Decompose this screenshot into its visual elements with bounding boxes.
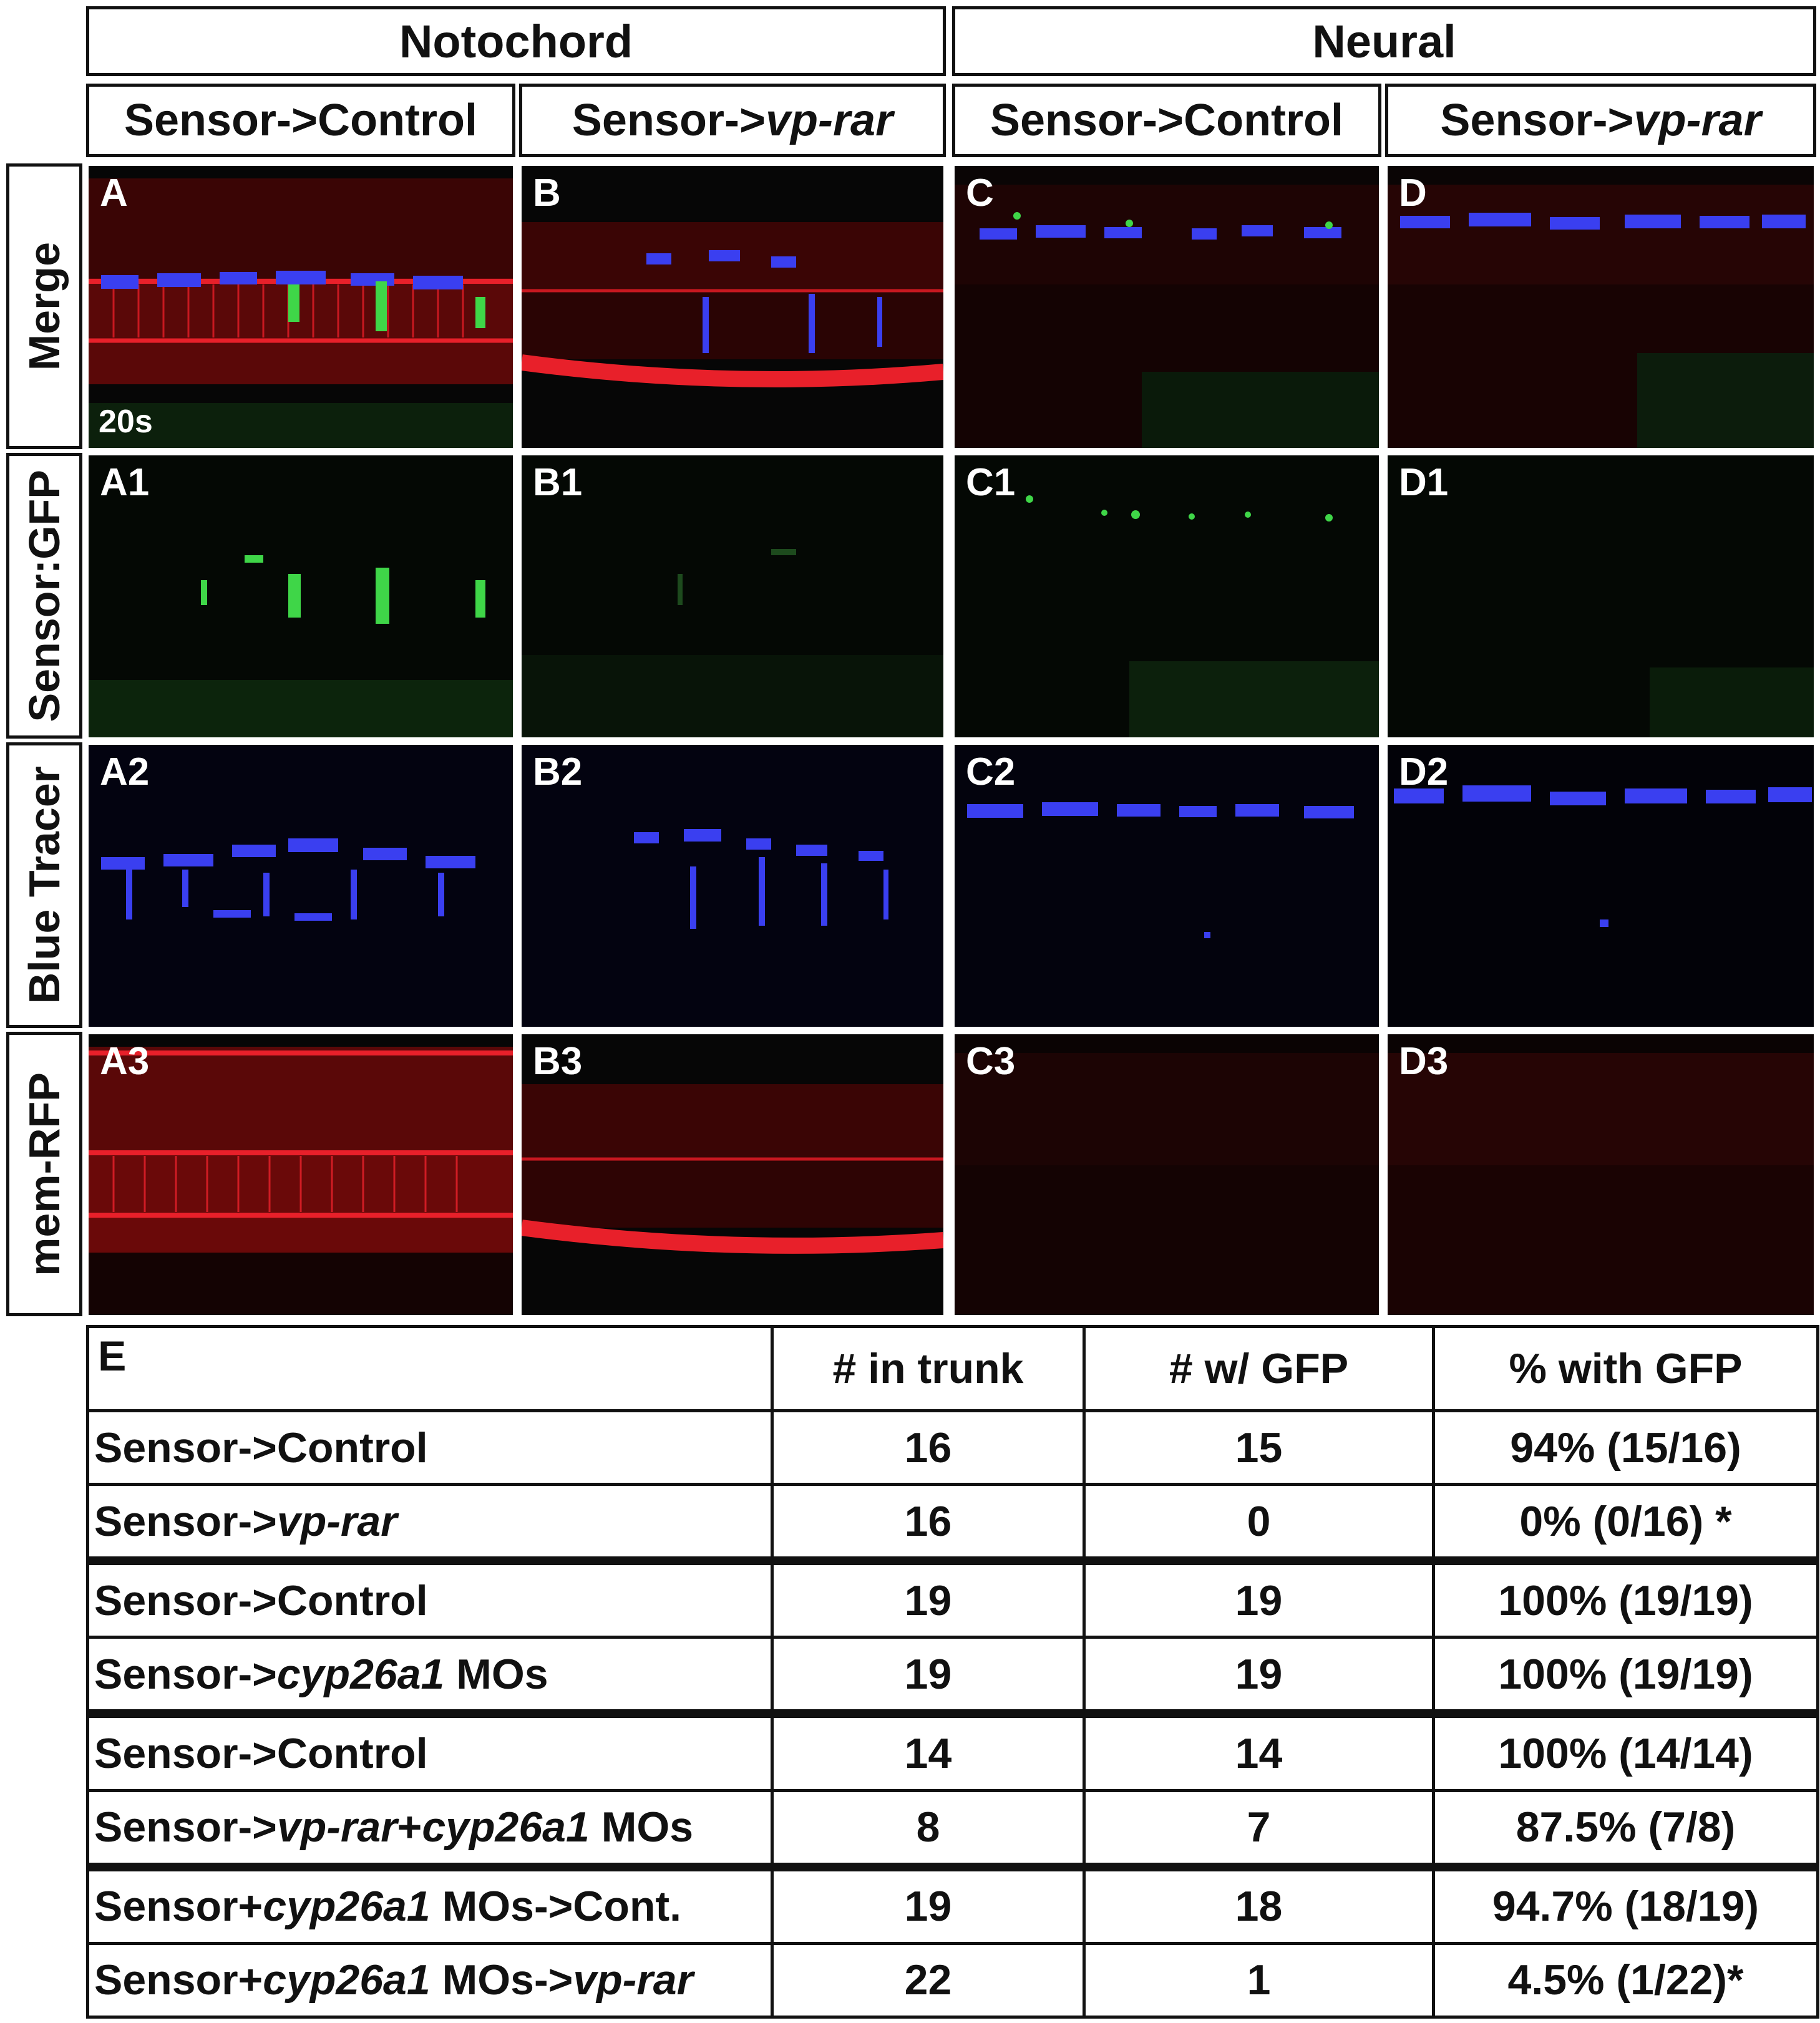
trunk-count-cell: 19 <box>771 1556 1086 1639</box>
panel-b1: B1 <box>522 455 943 737</box>
percent-gfp-cell: 100% (19/19) <box>1432 1556 1819 1639</box>
gfp-count-cell: 14 <box>1083 1709 1435 1792</box>
panel-d: D <box>1388 166 1814 448</box>
trunk-count-cell: 22 <box>771 1941 1086 2019</box>
panel-d3: D3 <box>1388 1034 1814 1315</box>
percent-gfp-cell: 100% (14/14) <box>1432 1709 1819 1792</box>
condition-cell: Sensor->vp-rar <box>86 1483 774 1563</box>
panel-c3-image <box>955 1034 1379 1315</box>
group-header-notochord: Notochord <box>86 6 946 76</box>
results-table: E # in trunk # w/ GFP % with GFP Sensor-… <box>86 1325 1819 2019</box>
gfp-count-cell: 18 <box>1083 1862 1435 1945</box>
table-row: Sensor->vp-rar+cyp26a1 MOs 8 7 87.5% (7/8) <box>86 1788 1819 1869</box>
panel-b3-image <box>522 1034 943 1315</box>
percent-gfp-cell: 0% (0/16) * <box>1432 1483 1819 1563</box>
column-header-c: Sensor-> Control <box>952 84 1381 157</box>
gfp-count-cell: 7 <box>1083 1788 1435 1869</box>
panel-b2: B2 <box>522 745 943 1027</box>
panel-a3: A3 <box>89 1034 513 1315</box>
panel-d3-image <box>1388 1034 1814 1315</box>
panel-a1: A1 <box>89 455 513 737</box>
table-row: Sensor+cyp26a1 MOs->Cont. 19 18 94.7% (18/1… <box>86 1862 1819 1945</box>
panel-a1-image <box>89 455 513 737</box>
gfp-count-cell: 1 <box>1083 1941 1435 2019</box>
column-header-d: Sensor-> vp-rar <box>1385 84 1816 157</box>
panel-d1: D1 <box>1388 455 1814 737</box>
trunk-count-cell: 8 <box>771 1788 1086 1869</box>
gfp-count-cell: 19 <box>1083 1556 1435 1639</box>
panel-a2: A2 <box>89 745 513 1027</box>
panel-c-image <box>955 166 1379 448</box>
panel-b3: B3 <box>522 1034 943 1315</box>
table-row: Sensor->Control 14 14 100% (14/14) <box>86 1709 1819 1792</box>
trunk-count-cell: 19 <box>771 1862 1086 1945</box>
percent-gfp-cell: 100% (19/19) <box>1432 1636 1819 1715</box>
condition-cell: Sensor->cyp26a1 MOs <box>86 1636 774 1715</box>
panel-d-image <box>1388 166 1814 448</box>
panel-a2-image <box>89 745 513 1027</box>
panel-a-image <box>89 166 513 448</box>
panel-c3: C3 <box>955 1034 1379 1315</box>
panel-a3-image <box>89 1034 513 1315</box>
percent-gfp-cell: 4.5% (1/22)* <box>1432 1941 1819 2019</box>
panel-c2: C2 <box>955 745 1379 1027</box>
column-header-a: Sensor-> Control <box>86 84 515 157</box>
row-header-mem-rfp: mem-RFP <box>6 1032 82 1316</box>
trunk-count-cell: 19 <box>771 1636 1086 1715</box>
condition-cell: Sensor->Control <box>86 1556 774 1639</box>
table-row: Sensor->cyp26a1 MOs 19 19 100% (19/19) <box>86 1636 1819 1715</box>
stage-label: 20s <box>99 404 153 440</box>
column-header-b: Sensor-> vp-rar <box>519 84 946 157</box>
panel-b2-image <box>522 745 943 1027</box>
condition-cell: Sensor+cyp26a1 MOs->vp-rar <box>86 1941 774 2019</box>
table-row: Sensor->Control 19 19 100% (19/19) <box>86 1556 1819 1639</box>
condition-cell: Sensor->vp-rar+cyp26a1 MOs <box>86 1788 774 1869</box>
panel-c1: C1 <box>955 455 1379 737</box>
row-header-merge: Merge <box>6 163 82 449</box>
panel-b-image <box>522 166 943 448</box>
trunk-count-cell: 14 <box>771 1709 1086 1792</box>
panel-b: B <box>522 166 943 448</box>
table-header-in-trunk: # in trunk <box>771 1325 1086 1412</box>
table-row: Sensor->vp-rar 16 0 0% (0/16) * <box>86 1483 1819 1563</box>
condition-cell: Sensor->Control <box>86 1409 774 1487</box>
table-row: Sensor+cyp26a1 MOs->vp-rar 22 1 4.5% (1/22)… <box>86 1941 1819 2019</box>
table-corner-label: E <box>86 1325 774 1412</box>
row-header-blue-tracer: Blue Tracer <box>6 742 82 1028</box>
panel-c: C <box>955 166 1379 448</box>
group-header-neural: Neural <box>952 6 1816 76</box>
panel-c2-image <box>955 745 1379 1027</box>
panel-b1-image <box>522 455 943 737</box>
gfp-count-cell: 15 <box>1083 1409 1435 1487</box>
condition-cell: Sensor->Control <box>86 1709 774 1792</box>
panel-a: A 20s <box>89 166 513 448</box>
percent-gfp-cell: 87.5% (7/8) <box>1432 1788 1819 1869</box>
percent-gfp-cell: 94% (15/16) <box>1432 1409 1819 1487</box>
percent-gfp-cell: 94.7% (18/19) <box>1432 1862 1819 1945</box>
table-header-with-gfp: # w/ GFP <box>1083 1325 1435 1412</box>
table-row: Sensor->Control 16 15 94% (15/16) <box>86 1409 1819 1487</box>
panel-d2-image <box>1388 745 1814 1027</box>
row-header-sensor-gfp: Sensor:GFP <box>6 453 82 739</box>
trunk-count-cell: 16 <box>771 1409 1086 1487</box>
gfp-count-cell: 0 <box>1083 1483 1435 1563</box>
gfp-count-cell: 19 <box>1083 1636 1435 1715</box>
panel-d1-image <box>1388 455 1814 737</box>
trunk-count-cell: 16 <box>771 1483 1086 1563</box>
table-header-percent-gfp: % with GFP <box>1432 1325 1819 1412</box>
condition-cell: Sensor+cyp26a1 MOs->Cont. <box>86 1862 774 1945</box>
panel-c1-image <box>955 455 1379 737</box>
panel-d2: D2 <box>1388 745 1814 1027</box>
